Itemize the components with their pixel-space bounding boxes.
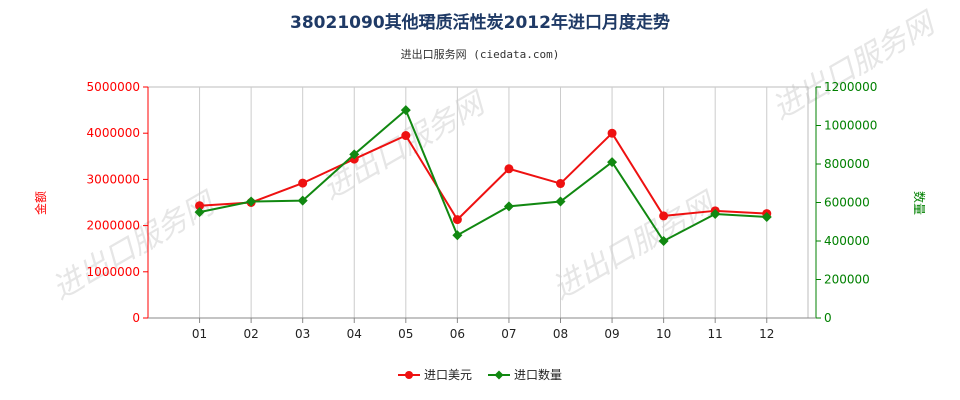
series-2-point (400, 105, 411, 116)
legend-label-1: 进口美元 (424, 368, 472, 382)
legend-label-2: 进口数量 (514, 367, 562, 382)
right-tick-label: 1200000 (824, 80, 877, 94)
right-tick-label: 1000000 (824, 119, 877, 133)
series-1-point (607, 128, 617, 138)
series-2-point (607, 157, 618, 168)
right-tick-label: 600000 (824, 196, 870, 210)
chart-title: 38021090其他珺质活性炭2012年进口月度走势 (290, 13, 670, 33)
watermark-text: 进出口服务网 (317, 85, 494, 207)
right-tick-label: 800000 (824, 157, 870, 171)
series-line-2 (199, 108, 767, 243)
series-1-point (195, 201, 205, 211)
right-tick-label: 200000 (824, 273, 870, 287)
x-tick-label: 05 (398, 327, 413, 341)
x-tick-label: 03 (295, 327, 310, 341)
legend-marker-2 (494, 370, 504, 380)
x-tick-label: 02 (243, 327, 258, 341)
series-2-point (503, 201, 514, 212)
left-tick-label: 1000000 (87, 265, 140, 279)
series-2-point (349, 149, 360, 160)
series-2-point (194, 207, 205, 218)
series-1-point (401, 131, 411, 141)
right-tick-label: 0 (824, 311, 832, 325)
series-1-point (556, 179, 565, 189)
series-line-1 (199, 131, 767, 222)
x-tick-label: 08 (553, 327, 568, 341)
right-tick-label: 400000 (824, 234, 870, 248)
left-tick-label: 2000000 (87, 219, 140, 233)
chart-subtitle: 进出口服务网 (ciedata.com) (400, 48, 560, 61)
series-1-point (504, 164, 514, 174)
legend-marker-1 (405, 371, 413, 379)
series-1-point (659, 211, 669, 221)
series-2-point (297, 195, 308, 206)
left-axis-title: 金额 (33, 191, 48, 215)
left-tick-label: 0 (132, 311, 140, 325)
x-tick-label: 09 (604, 327, 619, 341)
series-2-point (761, 211, 772, 222)
series-2-point (452, 230, 463, 241)
series-2-point (658, 236, 669, 246)
x-tick-label: 06 (450, 327, 465, 341)
series-1-point (298, 178, 308, 188)
x-tick-label: 07 (501, 327, 516, 341)
watermark-text: 进出口服务网 (547, 185, 724, 307)
series-2-point (246, 196, 257, 207)
watermark-text: 进出口服务网 (767, 5, 944, 127)
x-tick-label: 11 (708, 327, 723, 341)
left-tick-label: 4000000 (87, 126, 140, 140)
series-2-point (710, 209, 721, 220)
x-tick-label: 10 (656, 327, 671, 341)
x-tick-label: 04 (347, 327, 362, 341)
left-tick-label: 5000000 (87, 80, 140, 94)
x-tick-label: 01 (192, 327, 207, 341)
left-tick-label: 3000000 (87, 172, 140, 186)
right-axis-title: 数量 (912, 191, 927, 215)
x-tick-label: 12 (759, 327, 774, 341)
series-1-point (452, 215, 462, 225)
series-2-point (555, 196, 566, 207)
